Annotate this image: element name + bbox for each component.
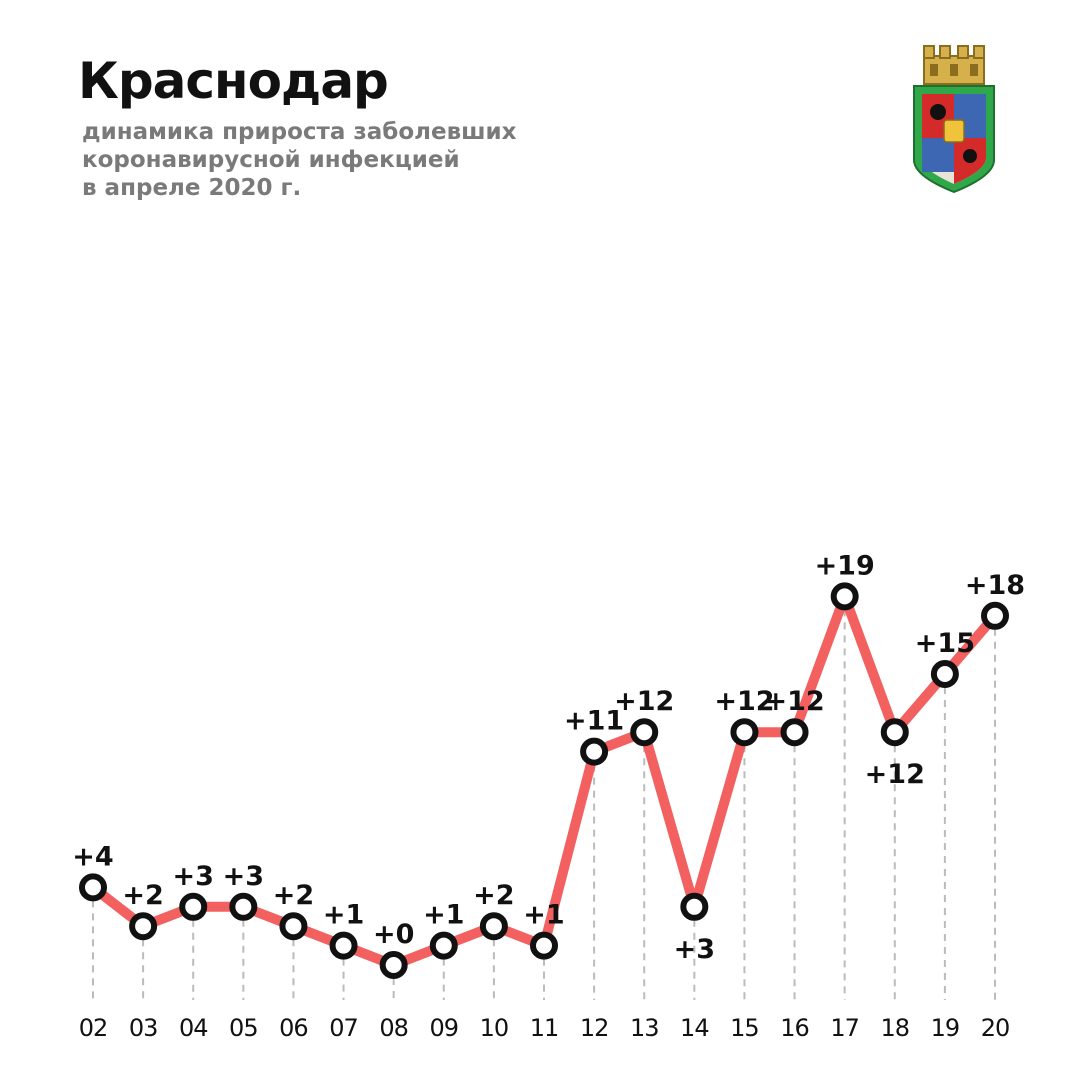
data-point-02 — [79, 873, 107, 902]
data-point-16 — [780, 718, 809, 747]
data-point-10 — [479, 912, 508, 941]
x-axis-tick-labels: 02 03 04 05 06 07 08 09 10 11 12 13 14 15 16 17 18 19 20 — [79, 1014, 1011, 1042]
subtitle-line-3: в апреле 2020 г. — [82, 175, 302, 201]
x-tick-label-12: 12 — [580, 1014, 609, 1042]
data-label-11: +1 — [523, 900, 564, 931]
data-label-17: +19 — [815, 550, 875, 581]
data-label-07: +1 — [323, 900, 364, 931]
data-point-15 — [730, 718, 759, 747]
data-point-14 — [680, 892, 709, 921]
x-tick-label-18: 18 — [881, 1014, 910, 1042]
x-tick-label-02: 02 — [79, 1014, 108, 1042]
data-point-20 — [981, 601, 1009, 630]
data-label-03: +2 — [122, 880, 163, 911]
data-label-06: +2 — [273, 880, 314, 911]
data-point-09 — [429, 931, 458, 960]
data-point-04 — [179, 892, 208, 921]
data-label-04: +3 — [173, 861, 214, 892]
data-label-20: +18 — [965, 570, 1025, 601]
x-tick-label-13: 13 — [630, 1014, 659, 1042]
subtitle-line-1: динамика прироста заболевших — [82, 119, 517, 145]
x-tick-label-11: 11 — [530, 1014, 559, 1042]
x-tick-label-20: 20 — [981, 1014, 1010, 1042]
x-tick-label-09: 09 — [430, 1014, 459, 1042]
x-tick-label-16: 16 — [780, 1014, 809, 1042]
vertical-guides — [92, 596, 996, 1000]
x-tick-label-04: 04 — [179, 1014, 208, 1042]
data-point-06 — [279, 912, 308, 941]
x-tick-label-03: 03 — [129, 1014, 158, 1042]
data-label-15: +12 — [714, 686, 774, 717]
x-tick-label-19: 19 — [931, 1014, 960, 1042]
x-tick-label-10: 10 — [480, 1014, 509, 1042]
data-labels: +4+2+3 +3+2+1+0+1+2+1+11+12+3+12+12+19+12… — [72, 550, 1025, 964]
data-label-16: +12 — [764, 686, 824, 717]
data-label-19: +15 — [915, 628, 975, 659]
chart-title: Краснодар — [78, 52, 389, 110]
data-point-11 — [530, 931, 558, 960]
subtitle-line-2: коронавирусной инфекцией — [82, 147, 460, 173]
data-point-08 — [379, 951, 408, 979]
data-point-07 — [329, 931, 358, 960]
data-label-12: +11 — [564, 706, 624, 737]
data-label-10: +2 — [473, 880, 514, 911]
x-tick-label-14: 14 — [680, 1014, 709, 1042]
data-label-14: +3 — [674, 934, 715, 965]
data-point-12 — [580, 737, 609, 766]
data-label-05: +3 — [223, 861, 264, 892]
x-tick-label-15: 15 — [730, 1014, 759, 1042]
data-point-13 — [630, 718, 659, 747]
data-label-13: +12 — [614, 686, 674, 717]
chart-subtitle: динамика прироста заболевших коронавирус… — [82, 118, 517, 202]
data-point-19 — [930, 660, 959, 688]
x-tick-label-08: 08 — [379, 1014, 408, 1042]
data-point-05 — [229, 892, 258, 921]
data-point-17 — [830, 582, 859, 611]
data-label-09: +1 — [423, 900, 464, 931]
chart-points — [79, 582, 1009, 979]
x-tick-label-05: 05 — [229, 1014, 258, 1042]
data-point-03 — [129, 912, 158, 941]
data-label-18: +12 — [865, 759, 925, 790]
x-tick-label-17: 17 — [830, 1014, 859, 1042]
x-tick-label-07: 07 — [329, 1014, 358, 1042]
x-tick-label-06: 06 — [279, 1014, 308, 1042]
data-point-18 — [880, 718, 909, 747]
data-label-08: +0 — [373, 919, 414, 950]
city-emblem-icon — [913, 45, 995, 194]
data-label-02: +4 — [72, 841, 113, 872]
